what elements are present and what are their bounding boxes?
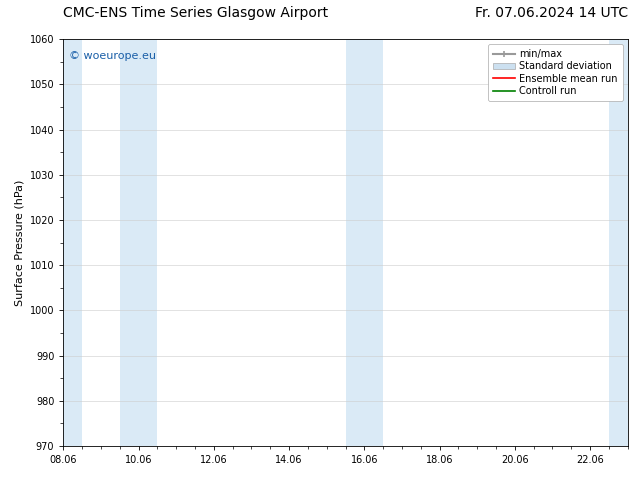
- Y-axis label: Surface Pressure (hPa): Surface Pressure (hPa): [14, 179, 24, 306]
- Text: Fr. 07.06.2024 14 UTC: Fr. 07.06.2024 14 UTC: [474, 5, 628, 20]
- Bar: [63, 39, 82, 446]
- Bar: [120, 39, 157, 446]
- Text: CMC-ENS Time Series Glasgow Airport: CMC-ENS Time Series Glasgow Airport: [63, 5, 328, 20]
- Legend: min/max, Standard deviation, Ensemble mean run, Controll run: min/max, Standard deviation, Ensemble me…: [488, 44, 623, 101]
- Bar: [346, 39, 383, 446]
- Text: © woeurope.eu: © woeurope.eu: [69, 51, 156, 61]
- Bar: [609, 39, 634, 446]
